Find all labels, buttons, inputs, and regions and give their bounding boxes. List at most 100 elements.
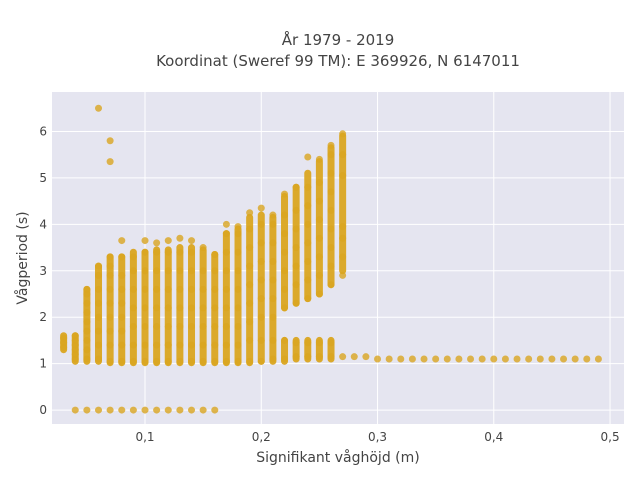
data-point [304, 202, 312, 210]
data-point [83, 285, 91, 293]
data-point [269, 313, 277, 321]
data-point [176, 341, 184, 349]
data-point [292, 262, 300, 270]
data-point [106, 253, 114, 261]
data-point [153, 341, 161, 349]
data-point [408, 355, 416, 363]
data-point [222, 341, 230, 349]
data-point [246, 225, 254, 233]
data-point [281, 304, 289, 312]
data-point [315, 155, 323, 163]
data-point [106, 158, 114, 166]
data-point [83, 309, 91, 317]
data-point [327, 353, 335, 361]
data-point [257, 357, 265, 365]
x-tick-label: 0,1 [135, 430, 154, 444]
data-point [339, 130, 347, 138]
data-point [83, 336, 91, 344]
data-point [234, 285, 242, 293]
data-point [141, 322, 149, 330]
data-point [246, 336, 254, 344]
data-point [234, 248, 242, 256]
data-point [304, 276, 312, 284]
x-axis-title: Signifikant våghöjd (m) [256, 449, 419, 466]
data-point [304, 295, 312, 303]
data-point [222, 322, 230, 330]
data-point [153, 285, 161, 293]
data-point [327, 244, 335, 252]
data-point [141, 237, 149, 245]
data-point [304, 353, 312, 361]
data-point [164, 285, 172, 293]
data-point [443, 355, 451, 363]
data-point [211, 341, 219, 349]
data-point [374, 355, 382, 363]
data-point [327, 188, 335, 196]
data-point [269, 295, 277, 303]
data-point [129, 322, 137, 330]
data-point [292, 339, 300, 347]
data-point [95, 104, 103, 112]
data-point [292, 225, 300, 233]
data-point [292, 353, 300, 361]
data-point [327, 225, 335, 233]
data-point [490, 355, 498, 363]
data-point [188, 285, 196, 293]
data-point [246, 318, 254, 326]
data-point [83, 299, 91, 307]
data-point [141, 248, 149, 256]
data-point [129, 285, 137, 293]
data-point [95, 271, 103, 279]
data-point [420, 355, 428, 363]
data-point [304, 257, 312, 265]
data-point [176, 406, 184, 414]
data-point [141, 285, 149, 293]
data-point [281, 267, 289, 275]
data-point [164, 237, 172, 245]
data-point [106, 299, 114, 307]
x-tick-label: 0,3 [368, 430, 387, 444]
data-point [269, 336, 277, 344]
data-point [257, 239, 265, 247]
data-point [257, 295, 265, 303]
data-point [118, 299, 126, 307]
data-column [222, 230, 230, 367]
data-point [222, 285, 230, 293]
data-point [199, 285, 207, 293]
data-point [246, 209, 254, 217]
y-tick-label: 5 [39, 171, 47, 185]
data-point [211, 322, 219, 330]
data-column [269, 213, 277, 365]
data-point [234, 341, 242, 349]
data-point [118, 313, 126, 321]
data-column [118, 253, 126, 367]
data-point [315, 353, 323, 361]
data-point [315, 197, 323, 205]
data-point [106, 285, 114, 293]
data-point [339, 234, 347, 242]
data-point [129, 304, 137, 312]
data-point [129, 253, 137, 261]
data-point [106, 341, 114, 349]
data-point [315, 271, 323, 279]
data-point [315, 290, 323, 298]
data-point [199, 267, 207, 275]
data-point [222, 357, 230, 365]
data-point [153, 239, 161, 247]
data-point [478, 355, 486, 363]
y-tick-label: 3 [39, 264, 47, 278]
data-point [222, 304, 230, 312]
data-point [188, 322, 196, 330]
data-point [211, 285, 219, 293]
data-point [141, 304, 149, 312]
data-point [257, 336, 265, 344]
data-point [292, 244, 300, 252]
data-points [60, 104, 602, 414]
data-point [95, 341, 103, 349]
data-point [153, 322, 161, 330]
data-point [304, 183, 312, 191]
data-point [188, 237, 196, 245]
data-point [327, 141, 335, 149]
data-point [269, 220, 277, 228]
data-point [315, 253, 323, 261]
